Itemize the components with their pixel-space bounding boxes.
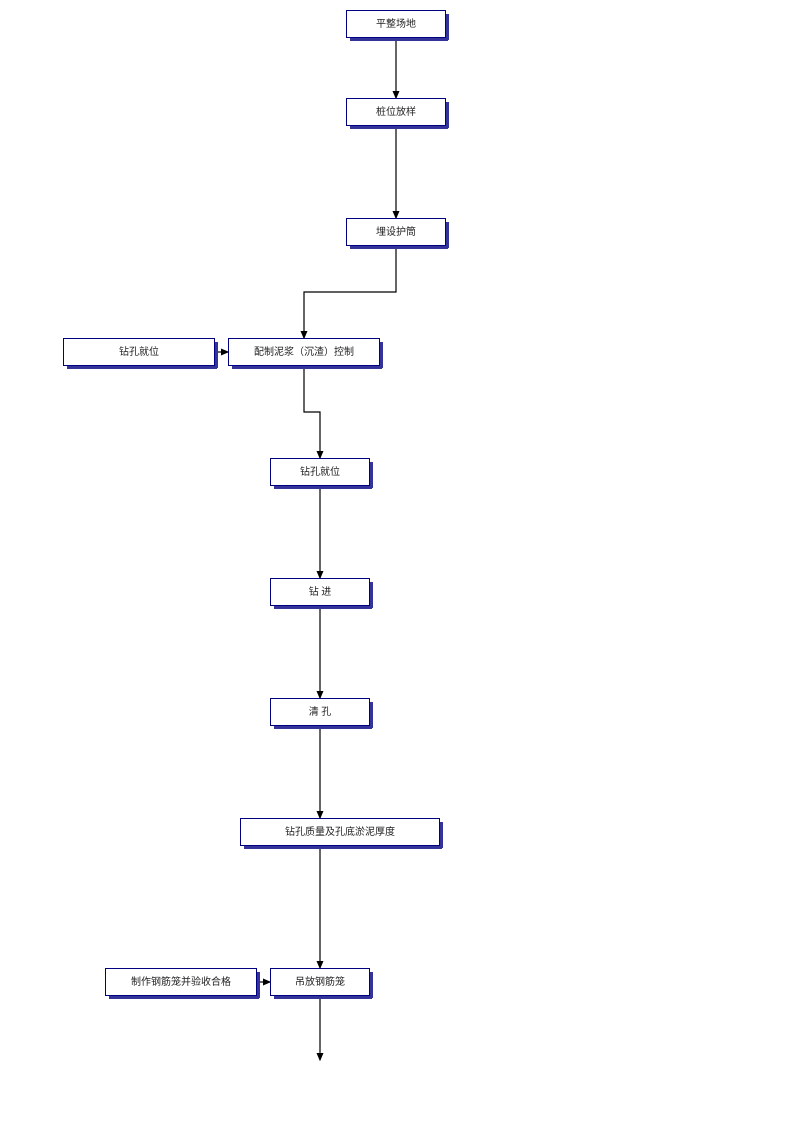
flow-node-label: 桩位放样 xyxy=(347,99,445,125)
flow-node-label: 制作钢筋笼并验收合格 xyxy=(106,969,256,995)
flow-node-n7: 清 孔 xyxy=(270,698,370,726)
arrow-layer xyxy=(0,0,794,1123)
flow-node-n9b: 制作钢筋笼并验收合格 xyxy=(105,968,257,996)
flow-node-n5: 钻孔就位 xyxy=(270,458,370,486)
flow-node-label: 钻孔就位 xyxy=(271,459,369,485)
flow-node-n8: 钻孔质量及孔底淤泥厚度 xyxy=(240,818,440,846)
flow-node-label: 埋设护筒 xyxy=(347,219,445,245)
flow-node-label: 清 孔 xyxy=(271,699,369,725)
flow-node-n2: 桩位放样 xyxy=(346,98,446,126)
flow-node-n1: 平整场地 xyxy=(346,10,446,38)
flowchart-canvas: { "diagram": { "type": "flowchart", "bac… xyxy=(0,0,794,1123)
flow-node-label: 钻 进 xyxy=(271,579,369,605)
flow-node-n9: 吊放钢筋笼 xyxy=(270,968,370,996)
flow-node-label: 平整场地 xyxy=(347,11,445,37)
flow-node-label: 吊放钢筋笼 xyxy=(271,969,369,995)
flow-node-n6: 钻 进 xyxy=(270,578,370,606)
flow-node-label: 配制泥浆（沉渣）控制 xyxy=(229,339,379,365)
flow-node-n4b: 钻孔就位 xyxy=(63,338,215,366)
flow-node-label: 钻孔就位 xyxy=(64,339,214,365)
flow-node-n4: 配制泥浆（沉渣）控制 xyxy=(228,338,380,366)
flow-node-label: 钻孔质量及孔底淤泥厚度 xyxy=(241,819,439,845)
flow-edge xyxy=(304,366,320,458)
flow-edge xyxy=(304,246,396,338)
flow-node-n3: 埋设护筒 xyxy=(346,218,446,246)
